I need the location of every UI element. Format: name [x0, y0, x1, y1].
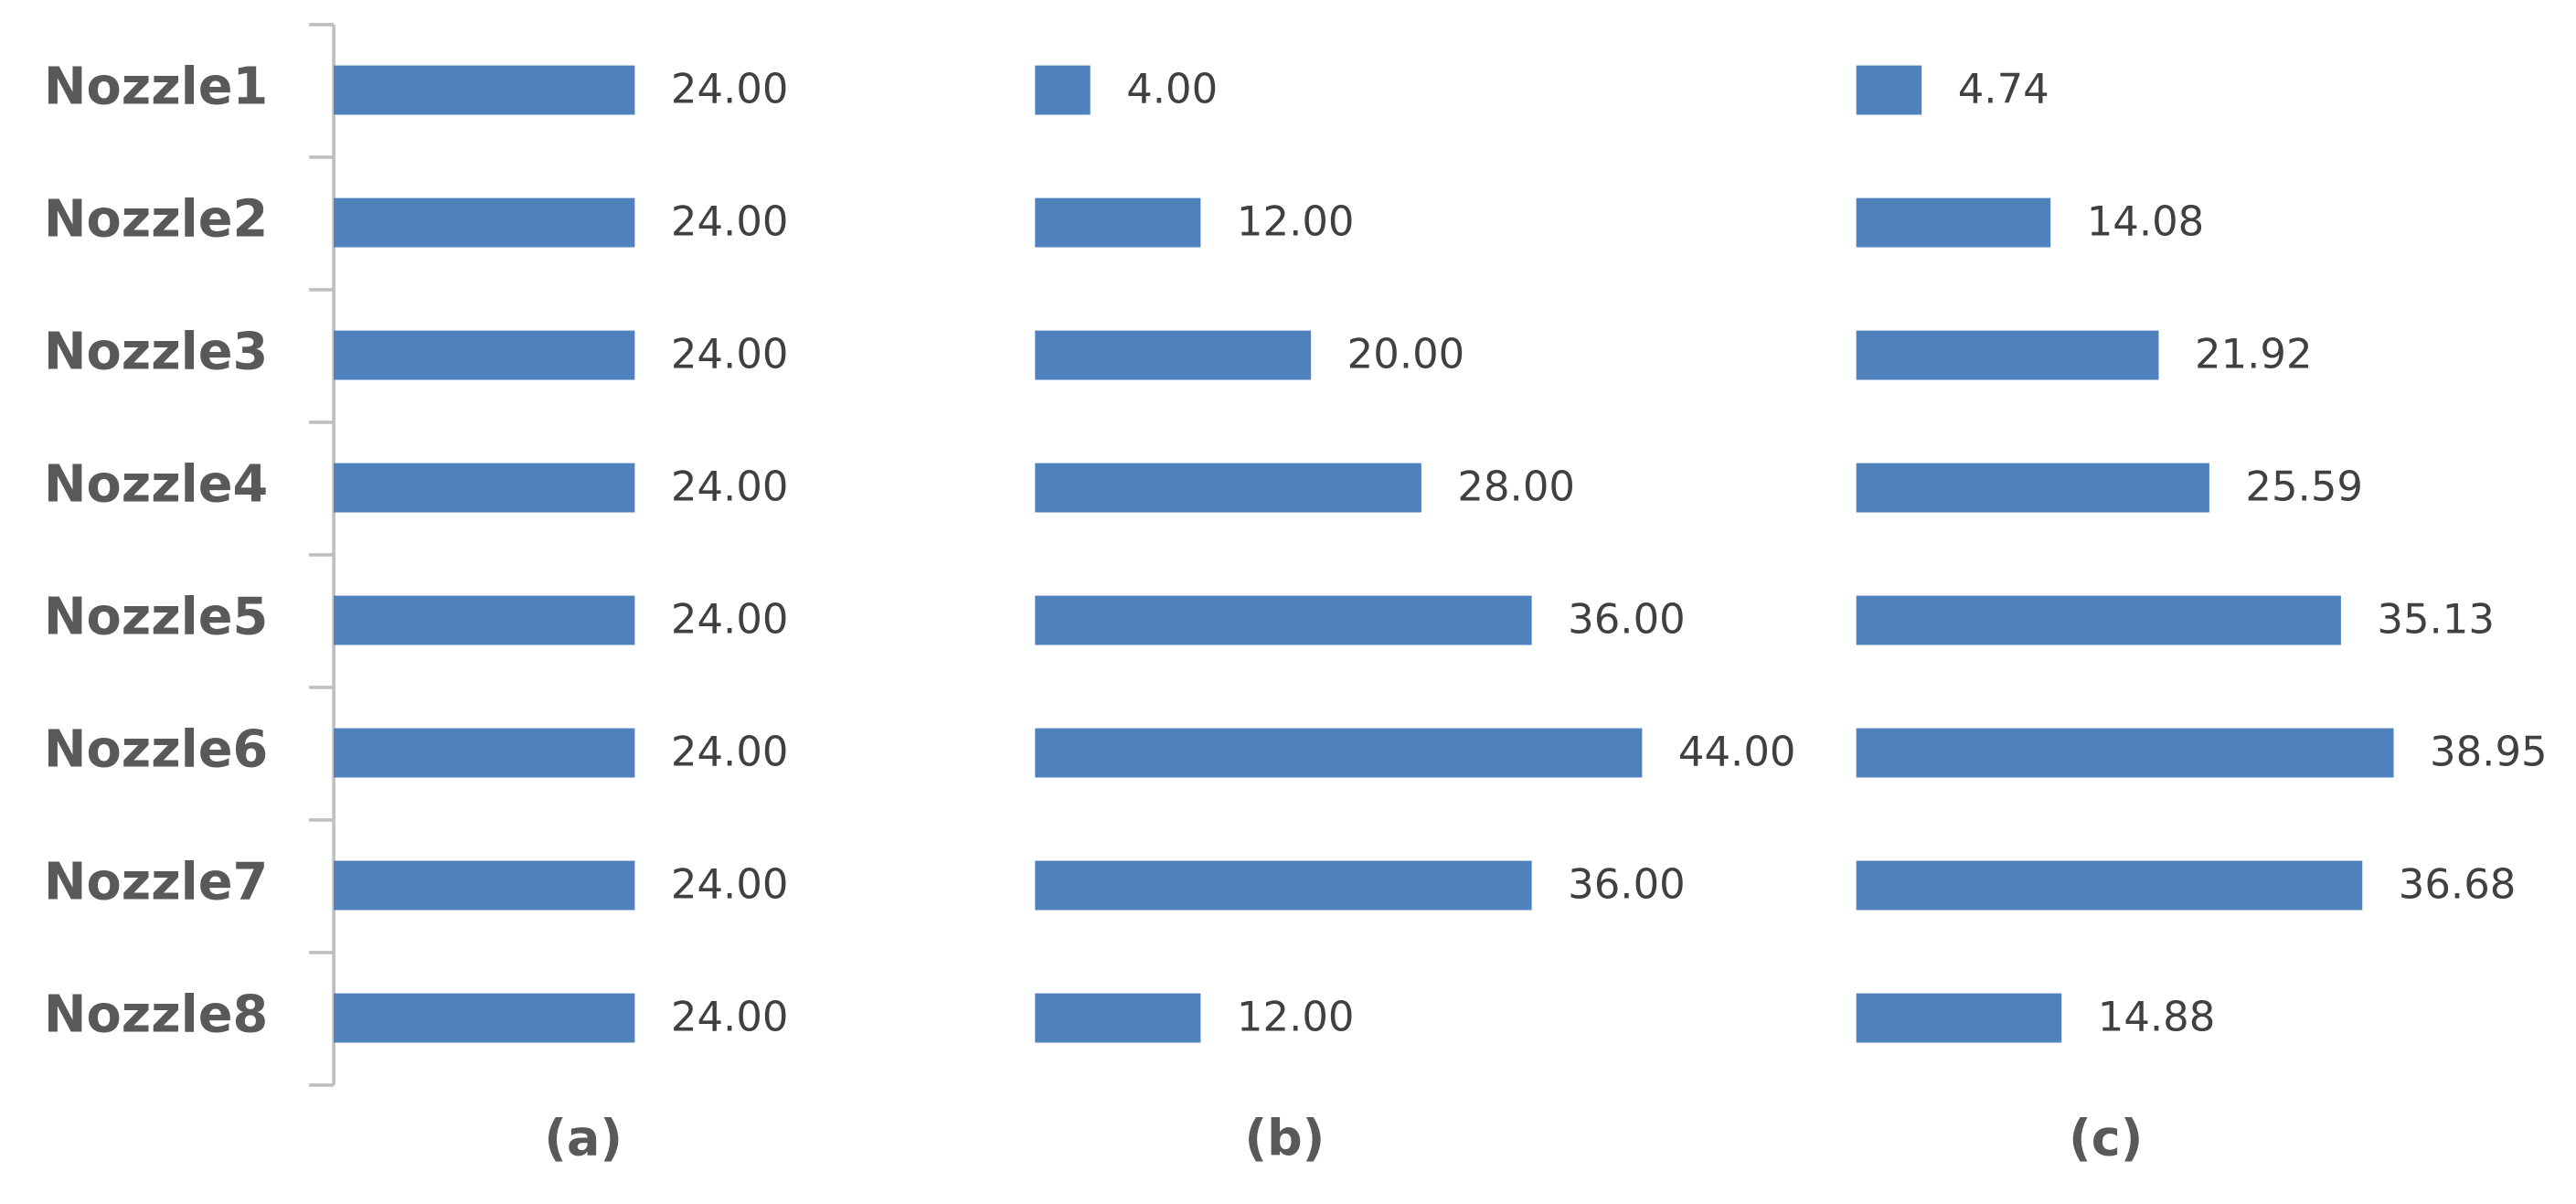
- value-label: 24.00: [671, 197, 789, 245]
- value-label: 36.68: [2399, 859, 2517, 908]
- bar: [1035, 65, 1091, 115]
- value-label: 25.59: [2245, 462, 2363, 510]
- value-label: 24.00: [671, 859, 789, 908]
- bar: [1035, 197, 1201, 248]
- bar: [1856, 330, 2159, 380]
- bar: [1856, 65, 1922, 115]
- bar: [334, 728, 635, 778]
- value-label: 20.00: [1347, 329, 1465, 378]
- category-label: Nozzle2: [44, 190, 268, 250]
- bar: [1856, 197, 2051, 248]
- bar: [334, 860, 635, 911]
- value-label: 36.00: [1568, 594, 1686, 643]
- bar: [1035, 595, 1532, 645]
- value-label: 14.08: [2087, 197, 2205, 245]
- value-label: 4.74: [1958, 64, 2049, 112]
- category-label: Nozzle5: [44, 588, 268, 647]
- bar: [334, 993, 635, 1043]
- value-label: 24.00: [671, 727, 789, 775]
- bar: [1035, 463, 1421, 513]
- category-label: Nozzle4: [44, 455, 268, 515]
- value-label: 44.00: [1678, 727, 1796, 775]
- value-label: 12.00: [1237, 197, 1355, 245]
- category-label: Nozzle1: [44, 58, 268, 117]
- value-label: 35.13: [2377, 594, 2495, 643]
- value-label: 28.00: [1457, 462, 1575, 510]
- category-label: Nozzle3: [44, 323, 268, 382]
- value-label: 24.00: [671, 594, 789, 643]
- value-label: 36.00: [1568, 859, 1686, 908]
- bar: [1035, 330, 1312, 380]
- value-label: 12.00: [1237, 992, 1355, 1040]
- category-label: Nozzle8: [44, 986, 268, 1045]
- chart-title: (c): [2069, 1109, 2143, 1167]
- bar: [334, 463, 635, 513]
- chart-title: (a): [544, 1109, 623, 1167]
- bar: [334, 65, 635, 115]
- bar: [1856, 860, 2363, 911]
- bar: [1035, 728, 1643, 778]
- value-label: 14.88: [2098, 992, 2216, 1040]
- value-label: 24.00: [671, 64, 789, 112]
- bar: [1856, 595, 2341, 645]
- bar: [1856, 993, 2062, 1043]
- value-label: 38.95: [2430, 727, 2548, 775]
- bar: [334, 595, 635, 645]
- value-label: 4.00: [1126, 64, 1218, 112]
- value-label: 21.92: [2195, 329, 2313, 378]
- chart-title: (b): [1244, 1109, 1325, 1167]
- bar: [334, 330, 635, 380]
- value-label: 24.00: [671, 329, 789, 378]
- category-label: Nozzle6: [44, 720, 268, 780]
- bar: [1035, 993, 1201, 1043]
- value-label: 24.00: [671, 462, 789, 510]
- category-label: Nozzle7: [44, 853, 268, 912]
- bar: [1856, 728, 2394, 778]
- bar: [334, 197, 635, 248]
- bar: [1856, 463, 2209, 513]
- bar: [1035, 860, 1532, 911]
- value-label: 24.00: [671, 992, 789, 1040]
